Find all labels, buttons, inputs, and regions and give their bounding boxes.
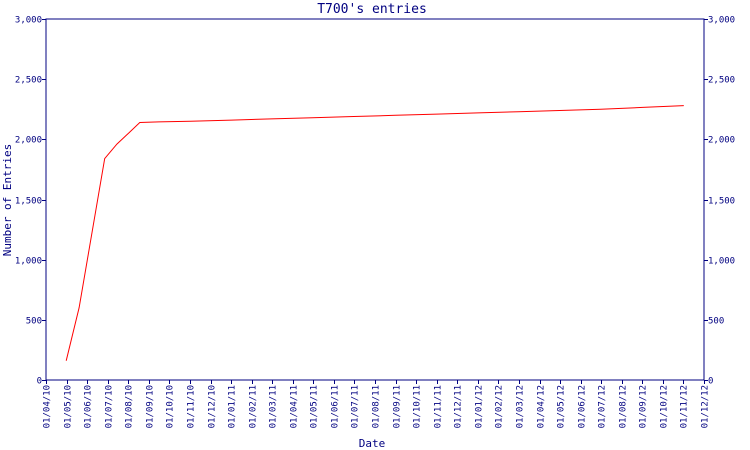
x-tick-label: 01/12/11 <box>454 385 464 428</box>
x-tick-label: 01/08/11 <box>372 385 382 428</box>
x-tick-label: 01/06/12 <box>578 385 588 428</box>
x-tick-label: 01/05/11 <box>310 385 320 428</box>
x-tick-label: 01/12/10 <box>208 385 218 428</box>
x-tick-label: 01/04/10 <box>43 385 53 428</box>
y-tick-label-right: 2,000 <box>708 136 735 146</box>
y-tick-label-right: 500 <box>708 317 724 327</box>
chart-title: T700's entries <box>317 2 427 17</box>
y-tick-label-left: 0 <box>37 377 42 387</box>
x-tick-label: 01/01/12 <box>475 385 485 428</box>
x-tick-label: 01/04/11 <box>290 385 300 428</box>
x-tick-label: 01/07/11 <box>351 385 361 428</box>
x-axis-title: Date <box>359 437 386 450</box>
x-tick-label: 01/05/12 <box>557 385 567 428</box>
y-tick-label-right: 1,500 <box>708 197 735 207</box>
series-line <box>65 105 684 361</box>
x-tick-label: 01/12/12 <box>701 385 711 428</box>
x-tick-label: 01/09/11 <box>393 385 403 428</box>
y-tick-label-right: 3,000 <box>708 16 735 26</box>
x-tick-label: 01/09/10 <box>146 385 156 428</box>
x-tick-label: 01/06/11 <box>331 385 341 428</box>
y-tick-label-right: 1,000 <box>708 257 735 267</box>
y-tick-label-left: 500 <box>26 317 42 327</box>
x-tick-label: 01/02/11 <box>249 385 259 428</box>
y-tick-label-right: 2,500 <box>708 76 735 86</box>
x-tick-label: 01/10/10 <box>166 385 176 428</box>
x-tick-label: 01/01/11 <box>228 385 238 428</box>
y-axis-title: Number of Entries <box>1 144 14 257</box>
y-tick-label-left: 3,000 <box>15 16 42 26</box>
x-tick-label: 01/11/12 <box>680 385 690 428</box>
x-tick-label: 01/03/11 <box>269 385 279 428</box>
x-tick-label: 01/09/12 <box>639 385 649 428</box>
x-tick-label: 01/04/12 <box>537 385 547 428</box>
x-tick-label: 01/07/12 <box>598 385 608 428</box>
x-tick-label: 01/06/10 <box>84 385 94 428</box>
y-tick-label-right: 0 <box>708 377 713 387</box>
x-tick-label: 01/11/10 <box>187 385 197 428</box>
x-tick-label: 01/08/12 <box>619 385 629 428</box>
y-tick-label-left: 2,500 <box>15 76 42 86</box>
x-tick-label: 01/02/12 <box>495 385 505 428</box>
y-tick-label-left: 1,000 <box>15 257 42 267</box>
plot-frame <box>45 18 705 381</box>
x-tick-label: 01/10/12 <box>660 385 670 428</box>
x-tick-label: 01/10/11 <box>413 385 423 428</box>
x-tick-label: 01/05/10 <box>64 385 74 428</box>
x-tick-label: 01/03/12 <box>516 385 526 428</box>
x-tick-label: 01/07/10 <box>105 385 115 428</box>
x-tick-label: 01/08/10 <box>125 385 135 428</box>
x-tick-label: 01/11/11 <box>434 385 444 428</box>
y-tick-label-left: 2,000 <box>15 136 42 146</box>
y-tick-label-left: 1,500 <box>15 197 42 207</box>
